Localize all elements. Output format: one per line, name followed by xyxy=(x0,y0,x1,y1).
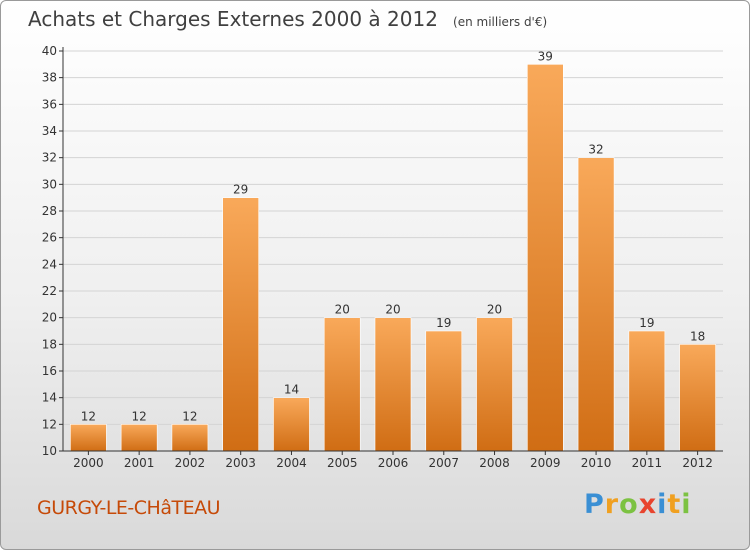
x-tick-label: 2004 xyxy=(276,456,307,470)
x-tick-label: 2008 xyxy=(479,456,510,470)
x-tick-label: 2000 xyxy=(73,456,104,470)
proxiti-logo: Proxiti xyxy=(584,489,692,520)
y-tick-label: 26 xyxy=(42,231,57,245)
y-tick-label: 20 xyxy=(42,311,57,325)
x-tick-label: 2005 xyxy=(327,456,358,470)
y-tick-label: 10 xyxy=(42,444,57,458)
bar-value-label: 12 xyxy=(81,409,96,423)
bar-value-label: 20 xyxy=(487,303,502,317)
logo-letter: r xyxy=(604,489,620,520)
bar-value-label: 19 xyxy=(639,316,654,330)
y-tick-label: 18 xyxy=(42,337,57,351)
y-tick-label: 38 xyxy=(42,71,57,85)
x-tick-label: 2006 xyxy=(378,456,409,470)
bar-value-label: 12 xyxy=(132,409,147,423)
bar xyxy=(273,397,310,452)
y-tick-label: 30 xyxy=(42,177,57,191)
y-tick-label: 40 xyxy=(42,44,57,58)
logo-letter: i xyxy=(681,489,692,520)
bar xyxy=(374,317,412,452)
bar-value-label: 20 xyxy=(335,303,350,317)
commune-name: GURGY-LE-CHâTEAU xyxy=(37,497,220,519)
bars xyxy=(70,64,716,452)
x-tick-label: 2007 xyxy=(428,456,459,470)
bar xyxy=(425,330,463,452)
chart-unit: (en milliers d'€) xyxy=(453,15,548,29)
bar-value-label: 12 xyxy=(182,409,197,423)
bar-value-label: 19 xyxy=(436,316,451,330)
y-tick-label: 16 xyxy=(42,364,57,378)
y-tick-label: 32 xyxy=(42,151,57,165)
y-tick-label: 12 xyxy=(42,417,57,431)
bar-value-label: 29 xyxy=(233,183,248,197)
logo-letter: x xyxy=(638,489,658,520)
logo-letter: o xyxy=(619,489,639,520)
x-tick-label: 2002 xyxy=(175,456,206,470)
x-tick-label: 2003 xyxy=(225,456,256,470)
chart-title: Achats et Charges Externes 2000 à 2012 xyxy=(28,7,438,31)
y-tick-label: 22 xyxy=(42,284,57,298)
x-tick-label: 2012 xyxy=(682,456,713,470)
bar-value-label: 18 xyxy=(690,329,705,343)
bar xyxy=(70,424,107,452)
bar xyxy=(171,424,209,452)
y-tick-label: 24 xyxy=(42,257,57,271)
logo-letter: t xyxy=(667,489,682,520)
bar xyxy=(628,330,666,452)
bar-value-label: 39 xyxy=(538,49,553,63)
axes xyxy=(59,47,723,455)
title-row: Achats et Charges Externes 2000 à 2012 (… xyxy=(28,7,547,31)
x-tick-label: 2009 xyxy=(530,456,561,470)
x-tick-label: 2010 xyxy=(581,456,612,470)
logo-letter: i xyxy=(657,489,668,520)
y-tick-label: 34 xyxy=(42,124,57,138)
bar-value-label: 20 xyxy=(385,303,400,317)
bar xyxy=(323,317,361,452)
bar xyxy=(577,157,615,452)
y-tick-label: 36 xyxy=(42,97,57,111)
bar-value-label: 14 xyxy=(284,383,299,397)
bar xyxy=(679,344,716,452)
bar xyxy=(222,197,259,452)
bar-value-label: 32 xyxy=(588,143,603,157)
labels: 10 12 14 16 18 20 22 24 26 28 30 32 34 36 38 40 12 2000 12… xyxy=(42,44,713,470)
x-tick-label: 2011 xyxy=(632,456,663,470)
bar xyxy=(476,317,513,452)
logo-letter: P xyxy=(584,489,605,520)
y-tick-label: 14 xyxy=(42,391,57,405)
bar xyxy=(527,64,564,452)
y-tick-label: 28 xyxy=(42,204,57,218)
x-tick-label: 2001 xyxy=(124,456,155,470)
bar xyxy=(120,424,158,452)
